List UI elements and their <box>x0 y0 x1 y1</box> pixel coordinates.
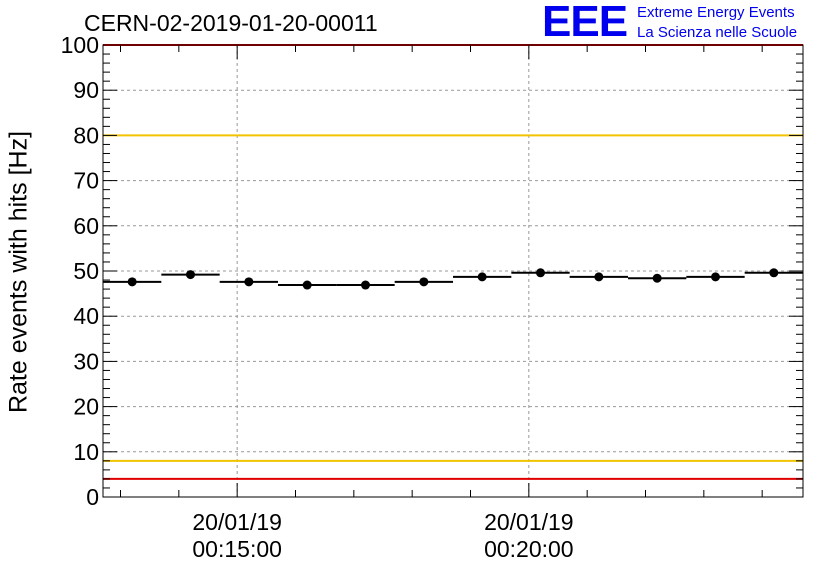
y-tick-label: 30 <box>73 348 99 374</box>
data-point <box>769 268 779 278</box>
x-tick-label-date: 20/01/19 <box>192 509 282 535</box>
data-point <box>594 272 604 282</box>
y-tick-label: 0 <box>86 484 99 510</box>
data-point <box>127 277 137 287</box>
data-point <box>711 272 720 282</box>
reference-lines <box>103 44 803 480</box>
data-point <box>652 273 662 283</box>
data-series <box>103 268 803 290</box>
y-tick-label: 100 <box>61 32 99 58</box>
logo-text-line2: La Scienza nelle Scuole <box>637 24 798 41</box>
logo-mark: EEE <box>542 0 628 46</box>
y-tick-label: 80 <box>73 122 99 148</box>
data-point <box>361 280 370 290</box>
chart-title: CERN-02-2019-01-20-00011 <box>84 10 378 36</box>
data-point <box>186 270 195 280</box>
axes <box>102 44 804 498</box>
y-tick-label: 70 <box>73 168 99 194</box>
y-tick-label: 40 <box>73 303 99 329</box>
data-point <box>302 280 312 290</box>
x-tick-label-time: 00:15:00 <box>192 536 282 562</box>
x-tick-label-time: 00:20:00 <box>484 536 574 562</box>
y-axis-label: Rate events with hits [Hz] <box>4 130 33 414</box>
data-point <box>419 277 429 287</box>
data-point <box>244 277 254 287</box>
y-tick-label: 20 <box>73 394 99 420</box>
y-tick-label: 60 <box>73 213 99 239</box>
data-point <box>477 272 487 282</box>
y-tick-label: 10 <box>73 439 99 465</box>
logo-text-line1: Extreme Energy Events <box>637 4 795 21</box>
x-tick-label-date: 20/01/19 <box>484 509 574 535</box>
data-point <box>536 268 545 278</box>
grid-lines <box>103 45 803 497</box>
eee-logo: EEE Extreme Energy Events La Scienza nel… <box>542 0 832 46</box>
y-tick-label: 50 <box>73 258 99 284</box>
tick-labels: 010203040506070809010020/01/1900:15:0020… <box>61 32 574 562</box>
y-tick-label: 90 <box>73 77 99 103</box>
